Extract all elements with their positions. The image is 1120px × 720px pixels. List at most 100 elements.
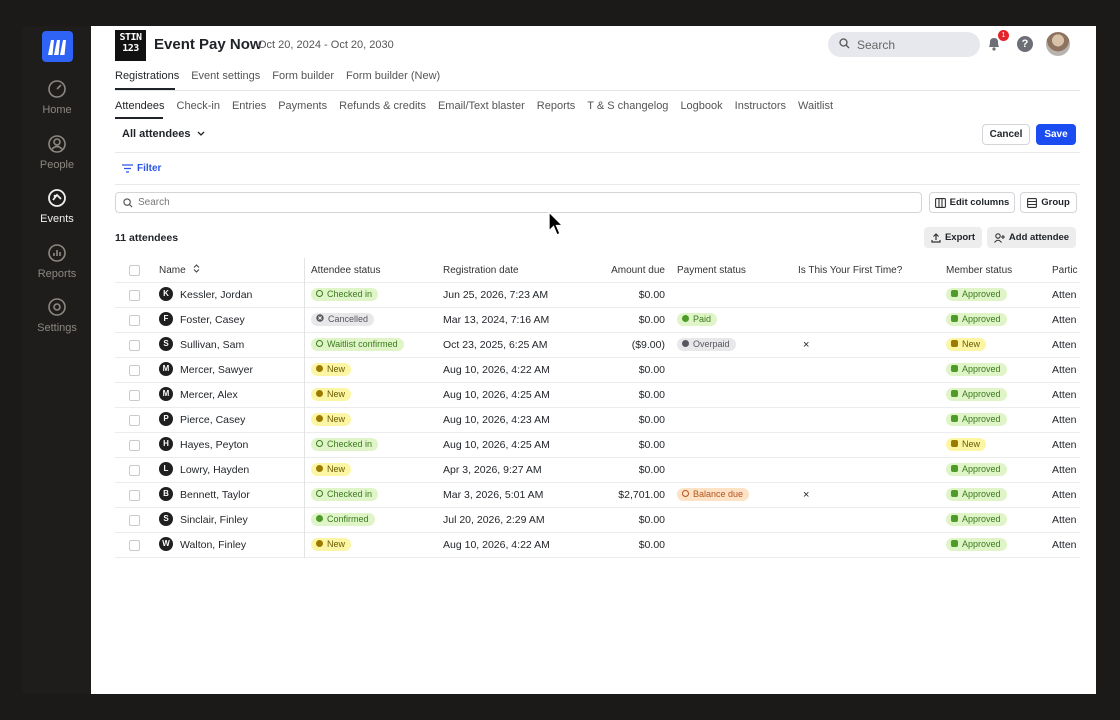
sidebar-item-home[interactable]: Home <box>22 78 92 116</box>
first-time-cell <box>798 533 938 558</box>
tab-entries[interactable]: Entries <box>231 100 267 112</box>
table-row[interactable]: W Walton, Finley New Aug 10, 2026, 4:22 AM $… <box>115 533 1080 558</box>
table-row[interactable]: P Pierce, Casey New Aug 10, 2026, 4:23 AM $0… <box>115 408 1080 433</box>
column-header-partic[interactable]: Partic <box>1052 265 1078 276</box>
column-header-payment-status[interactable]: Payment status <box>677 265 746 276</box>
tab-instructors[interactable]: Instructors <box>734 100 787 112</box>
tab-logbook[interactable]: Logbook <box>680 100 723 112</box>
row-checkbox[interactable] <box>129 533 140 558</box>
global-search[interactable] <box>828 32 980 57</box>
row-checkbox[interactable] <box>129 358 140 383</box>
table-row[interactable]: B Bennett, Taylor Checked in Mar 3, 2026, 5… <box>115 483 1080 508</box>
column-divider <box>304 308 305 333</box>
column-header-label: Name <box>159 265 186 276</box>
bell-icon[interactable] <box>987 36 1001 51</box>
tab-ts-changelog[interactable]: T & S changelog <box>587 100 669 112</box>
attendee-name-cell[interactable]: S Sinclair, Finley <box>159 508 299 533</box>
first-time-value <box>798 514 803 526</box>
attendee-name-cell[interactable]: P Pierce, Casey <box>159 408 299 433</box>
row-checkbox[interactable] <box>129 383 140 408</box>
cancel-button[interactable]: Cancel <box>982 124 1030 145</box>
tab-form-builder-new[interactable]: Form builder (New) <box>346 70 441 82</box>
avatar: M <box>159 362 173 377</box>
app-logo[interactable] <box>42 31 73 62</box>
pill-label: New <box>962 438 981 449</box>
save-button[interactable]: Save <box>1036 124 1076 145</box>
table-row[interactable]: H Hayes, Peyton Checked in Aug 10, 2026, 4:… <box>115 433 1080 458</box>
export-button[interactable]: Export <box>924 227 982 248</box>
tab-registrations[interactable]: Registrations <box>115 70 180 82</box>
row-checkbox[interactable] <box>129 308 140 333</box>
row-checkbox[interactable] <box>129 433 140 458</box>
attendee-name: Lowry, Hayden <box>180 464 250 476</box>
tab-form-builder[interactable]: Form builder <box>272 70 335 82</box>
group-button[interactable]: Group <box>1020 192 1077 213</box>
avatar[interactable] <box>1046 32 1070 56</box>
global-search-input[interactable] <box>857 35 972 54</box>
row-checkbox[interactable] <box>129 458 140 483</box>
row-checkbox[interactable] <box>129 333 140 358</box>
table-row[interactable]: M Mercer, Sawyer New Aug 10, 2026, 4:22 AM $… <box>115 358 1080 383</box>
amount-due: $0.00 <box>638 364 665 376</box>
row-checkbox[interactable] <box>129 283 140 308</box>
registration-date: Mar 3, 2026, 5:01 AM <box>443 489 544 501</box>
table-row[interactable]: M Mercer, Alex New Aug 10, 2026, 4:25 AM $0.… <box>115 383 1080 408</box>
sidebar-item-events[interactable]: Events <box>22 187 92 225</box>
tab-refunds-credits[interactable]: Refunds & credits <box>339 100 426 112</box>
table-row[interactable]: K Kessler, Jordan Checked in Jun 25, 2026, … <box>115 283 1080 308</box>
edit-columns-button[interactable]: Edit columns <box>929 192 1015 213</box>
sidebar-item-people[interactable]: People <box>22 133 92 171</box>
view-selector[interactable]: All attendees <box>122 128 205 140</box>
table-row[interactable]: S Sullivan, Sam Waitlist confirmed Oct 23, … <box>115 333 1080 358</box>
attendee-name-cell[interactable]: H Hayes, Peyton <box>159 433 299 458</box>
divider <box>115 152 1080 153</box>
attendee-name-cell[interactable]: F Foster, Casey <box>159 308 299 333</box>
table-body: K Kessler, Jordan Checked in Jun 25, 2026, … <box>115 283 1080 558</box>
add-attendee-button[interactable]: Add attendee <box>987 227 1076 248</box>
attendee-count: 11 attendees <box>115 232 179 244</box>
mouse-cursor-icon <box>548 211 564 236</box>
help-icon[interactable]: ? <box>1017 36 1033 52</box>
attendee-search[interactable] <box>115 192 922 213</box>
row-checkbox[interactable] <box>129 508 140 533</box>
attendee-status-pill: Checked in <box>311 487 379 501</box>
attendee-name-cell[interactable]: L Lowry, Hayden <box>159 458 299 483</box>
row-checkbox[interactable] <box>129 483 140 508</box>
registration-date: Aug 10, 2026, 4:25 AM <box>443 439 550 451</box>
first-time-cell <box>798 458 938 483</box>
tab-email-text-blaster[interactable]: Email/Text blaster <box>437 100 525 112</box>
column-header-member-status[interactable]: Member status <box>946 265 1013 276</box>
avatar: M <box>159 387 173 402</box>
attendee-name-cell[interactable]: B Bennett, Taylor <box>159 483 299 508</box>
attendee-name-cell[interactable]: M Mercer, Alex <box>159 383 299 408</box>
attendee-name-cell[interactable]: K Kessler, Jordan <box>159 283 299 308</box>
column-header-registration-date[interactable]: Registration date <box>443 265 519 276</box>
tab-waitlist[interactable]: Waitlist <box>798 100 834 112</box>
search-input[interactable] <box>138 195 908 210</box>
tab-check-in[interactable]: Check-in <box>176 100 220 112</box>
sidebar-item-settings[interactable]: Settings <box>22 296 92 334</box>
select-all-checkbox[interactable] <box>129 258 140 283</box>
table-row[interactable]: L Lowry, Hayden New Apr 3, 2026, 9:27 AM $0.… <box>115 458 1080 483</box>
sidebar-item-reports[interactable]: Reports <box>22 242 92 280</box>
filter-button[interactable]: Filter <box>122 163 161 174</box>
column-header-first-time[interactable]: Is This Your First Time? <box>798 265 903 276</box>
row-checkbox[interactable] <box>129 408 140 433</box>
column-header-attendee-status[interactable]: Attendee status <box>311 265 381 276</box>
table-row[interactable]: F Foster, Casey Cancelled Mar 13, 2024, 7:1… <box>115 308 1080 333</box>
tab-attendees[interactable]: Attendees <box>115 100 165 112</box>
attendee-name: Hayes, Peyton <box>180 439 249 451</box>
attendee-name-cell[interactable]: W Walton, Finley <box>159 533 299 558</box>
tab-event-settings[interactable]: Event settings <box>191 70 261 82</box>
column-divider <box>304 458 305 483</box>
table-row[interactable]: S Sinclair, Finley Confirmed Jul 20, 2026, … <box>115 508 1080 533</box>
column-header-name[interactable]: Name <box>159 258 299 283</box>
pill-label: Paid <box>693 313 712 324</box>
attendee-name-cell[interactable]: S Sullivan, Sam <box>159 333 299 358</box>
attendee-name-cell[interactable]: M Mercer, Sawyer <box>159 358 299 383</box>
registration-date: Oct 23, 2025, 6:25 AM <box>443 339 548 351</box>
column-header-amount-due[interactable]: Amount due <box>611 265 665 276</box>
pill-label: Approved <box>962 388 1001 399</box>
tab-reports[interactable]: Reports <box>536 100 576 112</box>
tab-payments[interactable]: Payments <box>278 100 328 112</box>
